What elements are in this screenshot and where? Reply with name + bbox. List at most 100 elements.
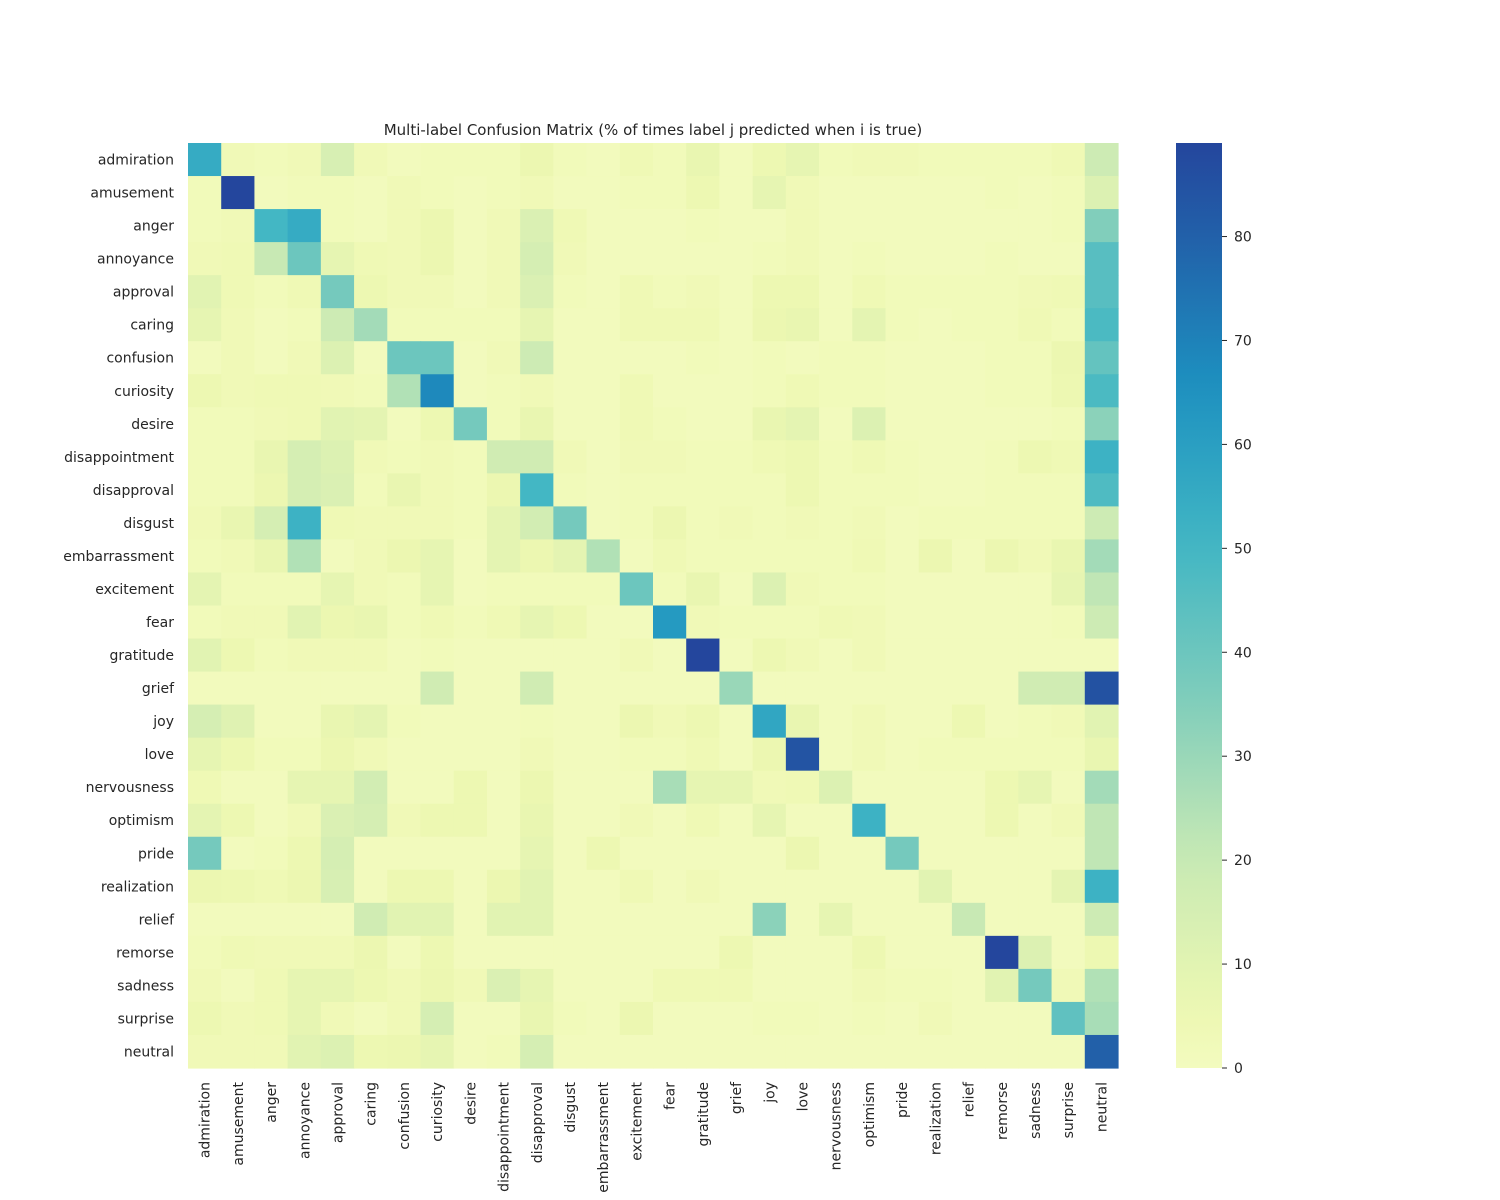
heatmap-cell xyxy=(1051,374,1086,408)
heatmap-cell xyxy=(951,836,986,871)
heatmap-cell xyxy=(885,737,920,772)
y-tick-label: neutral xyxy=(124,1044,174,1060)
heatmap-cell xyxy=(852,275,887,309)
heatmap-cell xyxy=(686,374,721,408)
heatmap-cell xyxy=(287,209,322,243)
heatmap-cell xyxy=(453,638,488,673)
heatmap-cell xyxy=(752,440,787,474)
heatmap-cell xyxy=(520,1001,554,1036)
heatmap-cell xyxy=(686,440,721,474)
heatmap-cell xyxy=(1084,803,1119,838)
x-tick-label: neutral xyxy=(1094,1082,1110,1132)
heatmap-cell xyxy=(453,935,488,970)
heatmap-cell xyxy=(653,209,687,243)
y-tick-label: realization xyxy=(101,879,174,895)
heatmap-cell xyxy=(486,902,521,937)
heatmap-cell xyxy=(320,176,355,210)
heatmap-cell xyxy=(188,1034,222,1069)
heatmap-cell xyxy=(785,968,820,1003)
heatmap-cell xyxy=(852,770,887,805)
heatmap-cell xyxy=(985,539,1019,574)
heatmap-cell xyxy=(951,572,986,607)
heatmap-cell xyxy=(785,275,820,309)
heatmap-cell xyxy=(619,275,654,309)
heatmap-cell xyxy=(520,374,554,408)
heatmap-cell xyxy=(686,737,721,772)
heatmap-cell xyxy=(387,605,422,640)
heatmap-cell xyxy=(752,902,787,937)
heatmap-cell xyxy=(852,704,887,739)
heatmap-cell xyxy=(354,374,388,408)
heatmap-cell xyxy=(785,506,820,541)
heatmap-cell xyxy=(686,143,721,177)
heatmap-cell xyxy=(387,770,422,805)
heatmap-cell xyxy=(918,539,953,574)
heatmap-cell xyxy=(553,473,588,507)
heatmap-cell xyxy=(221,704,256,739)
heatmap-cell xyxy=(686,935,721,970)
y-tick-label: grief xyxy=(142,681,175,697)
heatmap-cell xyxy=(287,1001,322,1036)
x-tick-label: remorse xyxy=(995,1082,1011,1140)
heatmap-cell xyxy=(653,902,687,937)
heatmap-cell xyxy=(852,176,887,210)
heatmap-cell xyxy=(1018,935,1053,970)
heatmap-cell xyxy=(719,176,754,210)
heatmap-cell xyxy=(1084,869,1119,904)
colorbar-tick-label: 30 xyxy=(1234,749,1252,765)
heatmap-cell xyxy=(985,1034,1019,1069)
x-tick-label: disapproval xyxy=(530,1082,546,1163)
heatmap-cell xyxy=(686,638,721,673)
heatmap-cell xyxy=(420,308,455,342)
heatmap-cell xyxy=(221,176,256,210)
heatmap-cell xyxy=(719,440,754,474)
heatmap-cell xyxy=(819,605,853,640)
heatmap-cell xyxy=(354,176,388,210)
y-tick-label: joy xyxy=(152,714,174,730)
heatmap-cell xyxy=(387,737,422,772)
heatmap-cell xyxy=(619,440,654,474)
heatmap-cell xyxy=(752,803,787,838)
heatmap-cell xyxy=(320,770,355,805)
x-tick-label: curiosity xyxy=(430,1082,446,1142)
heatmap-cell xyxy=(354,440,388,474)
heatmap-cell xyxy=(619,341,654,375)
heatmap-cell xyxy=(320,473,355,507)
heatmap-cell xyxy=(752,638,787,673)
heatmap-cell xyxy=(619,1001,654,1036)
heatmap-cell xyxy=(254,539,289,574)
heatmap-cell xyxy=(1084,704,1119,739)
heatmap-cell xyxy=(586,143,621,177)
heatmap-cell xyxy=(221,638,256,673)
heatmap-cell xyxy=(885,836,920,871)
heatmap-cell xyxy=(885,605,920,640)
heatmap-cell xyxy=(586,308,621,342)
heatmap-cell xyxy=(586,473,621,507)
heatmap-cell xyxy=(1084,473,1119,507)
colorbar xyxy=(1176,143,1222,1068)
heatmap-cell xyxy=(486,308,521,342)
heatmap-cell xyxy=(320,704,355,739)
heatmap-cell xyxy=(752,1001,787,1036)
heatmap-cell xyxy=(453,473,488,507)
heatmap-cell xyxy=(1051,176,1086,210)
heatmap-cell xyxy=(287,176,322,210)
heatmap-cell xyxy=(918,176,953,210)
heatmap-cell xyxy=(188,572,222,607)
heatmap-cell xyxy=(420,968,455,1003)
heatmap-cell xyxy=(1018,737,1053,772)
heatmap-cell xyxy=(420,572,455,607)
heatmap-cell xyxy=(785,572,820,607)
heatmap-cell xyxy=(719,473,754,507)
heatmap-cell xyxy=(1051,407,1086,441)
heatmap-cell xyxy=(918,440,953,474)
heatmap-cell xyxy=(254,836,289,871)
heatmap-cell xyxy=(221,770,256,805)
heatmap-cell xyxy=(719,572,754,607)
heatmap-cell xyxy=(686,176,721,210)
heatmap-cell xyxy=(719,1034,754,1069)
heatmap-cell xyxy=(553,374,588,408)
heatmap-cell xyxy=(1084,935,1119,970)
heatmap-cell xyxy=(1084,176,1119,210)
x-tick-label: nervousness xyxy=(829,1082,845,1170)
